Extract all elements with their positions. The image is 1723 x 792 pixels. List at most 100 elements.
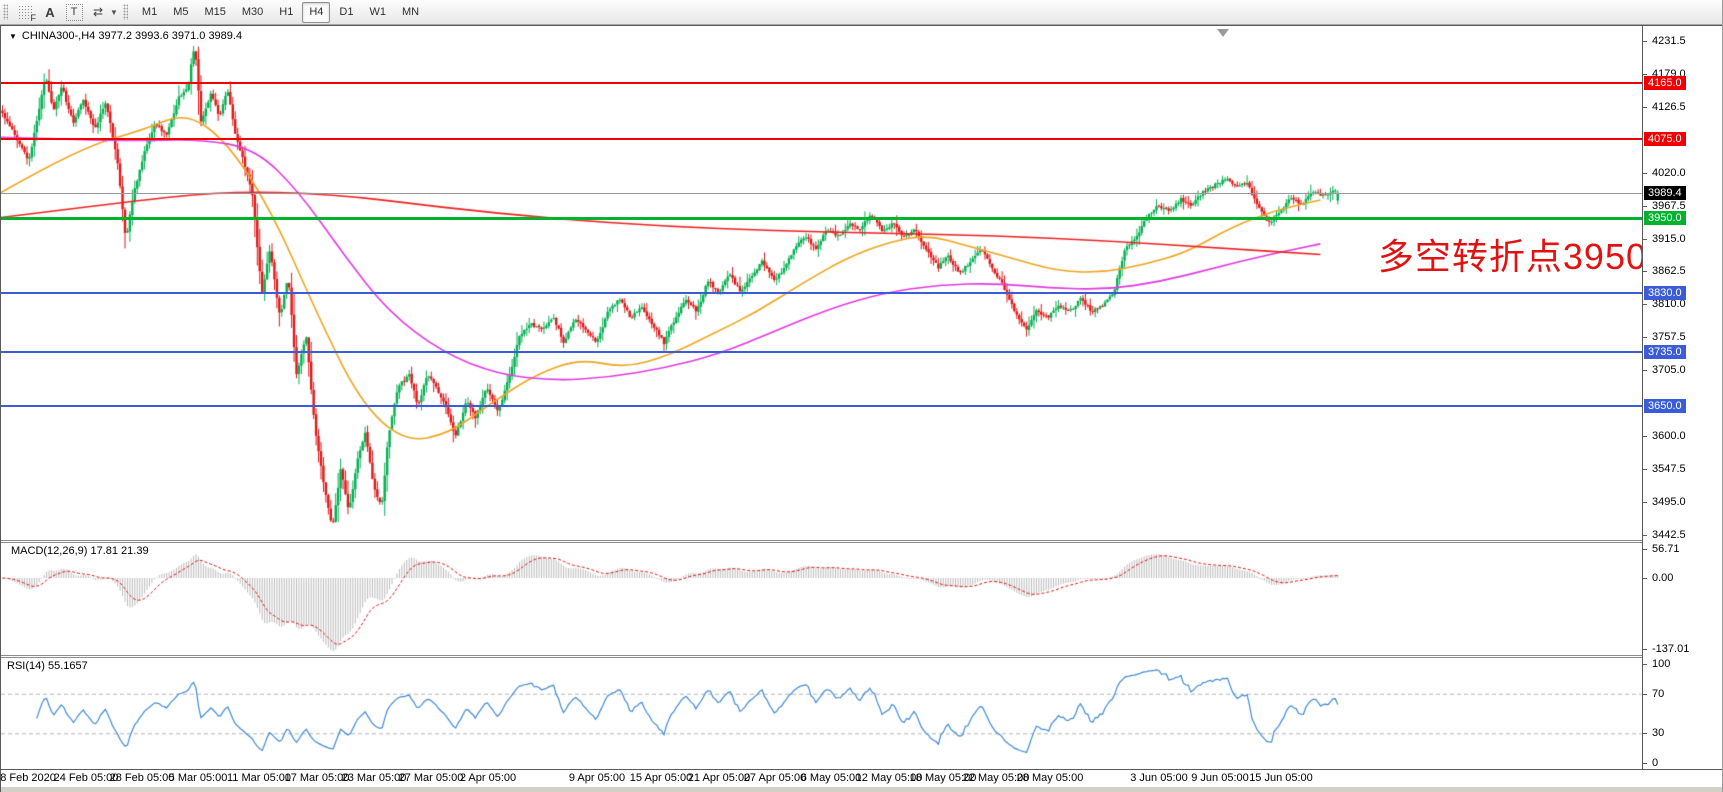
price-axis-tick: 3495.0: [1652, 496, 1686, 508]
date-axis-label: 24 Feb 05:00: [53, 772, 119, 784]
chart-annotation-text[interactable]: 多空转折点3950: [1377, 236, 1647, 277]
price-level-label-4165.0: 4165.0: [1644, 75, 1686, 90]
price-axis-tick: 3862.5: [1652, 265, 1686, 277]
toolbar-grip[interactable]: [3, 4, 8, 20]
date-axis-label: 18 Feb 2020: [0, 772, 56, 784]
macd-axis-label: 56.71: [1652, 543, 1680, 555]
text-label-icon[interactable]: T: [65, 3, 83, 21]
price-axis-tick: 4020.0: [1652, 167, 1686, 179]
chart-title-text: CHINA300-,H4 3977.2 3993.6 3971.0 3989.4: [21, 30, 243, 42]
timeframe-button-M15[interactable]: M15: [204, 6, 226, 18]
grid-f-icon[interactable]: F: [17, 3, 36, 23]
date-axis-label: 17 Mar 05:00: [284, 772, 350, 784]
chart-title: ▼ CHINA300-,H4 3977.2 3993.6 3971.0 3989…: [9, 30, 242, 42]
date-axis-label: 23 Mar 05:00: [341, 772, 407, 784]
dotted-grid-icon: F: [18, 5, 36, 23]
price-level-line-3830.0[interactable]: [1, 291, 1642, 294]
grid-f-label: F: [30, 13, 37, 23]
toolbar-grip-2[interactable]: [122, 4, 128, 20]
price-level-line-4165.0[interactable]: [1, 81, 1642, 84]
date-axis-label: 18 May 05:00: [909, 772, 977, 784]
date-axis-label: 28 Feb 05:00: [109, 772, 175, 784]
chart-dropdown-icon[interactable]: ▼: [9, 31, 17, 41]
rsi-axis-label: 70: [1652, 688, 1665, 700]
rsi-pane-canvas[interactable]: [1, 658, 1642, 769]
time-axis[interactable]: 18 Feb 2020 24 Feb 05:00 28 Feb 05:00 5 Mar…: [0, 770, 1722, 787]
price-tick-mark: [1643, 304, 1647, 305]
date-axis-label: 6 May 05:00: [800, 772, 862, 784]
price-tick-mark: [1643, 337, 1647, 338]
price-axis-tick: 3757.5: [1652, 331, 1686, 343]
price-level-line-3735.0[interactable]: [1, 351, 1642, 354]
top-toolbar: F A T ⇄ ▼ M1 M5 M15 M30 H1 H4 D1 W1 MN: [0, 0, 1722, 25]
macd-pane-canvas[interactable]: [1, 543, 1642, 655]
pane-splitter-macd[interactable]: [1, 540, 1722, 543]
time-axis-line: [1, 769, 1722, 770]
price-tick-mark: [1643, 535, 1647, 536]
price-tick-mark: [1643, 370, 1647, 371]
price-level-line-3950.0[interactable]: [1, 216, 1642, 220]
price-tick-mark: [1643, 271, 1647, 272]
price-level-label-3830.0: 3830.0: [1644, 285, 1686, 300]
price-level-line-4075.0[interactable]: [1, 138, 1642, 141]
price-axis-tick: 3915.0: [1652, 233, 1686, 245]
date-axis-label: 9 Apr 05:00: [568, 772, 626, 784]
macd-axis-label: -137.01: [1652, 643, 1690, 655]
main-chart-canvas[interactable]: [1, 27, 1642, 540]
price-level-line-3989.4[interactable]: [1, 192, 1642, 194]
date-axis-label: 15 Jun 05:00: [1249, 772, 1313, 784]
macd-tick-mark: [1643, 549, 1647, 550]
price-level-line-3650.0[interactable]: [1, 404, 1642, 407]
price-tick-mark: [1643, 41, 1647, 42]
rsi-axis-label: 100: [1652, 658, 1671, 670]
date-axis-label: 15 Apr 05:00: [629, 772, 693, 784]
rsi-axis-label: 30: [1652, 727, 1665, 739]
macd-label: MACD(12,26,9) 17.81 21.39: [11, 545, 149, 557]
pane-splitter-rsi[interactable]: [1, 655, 1722, 658]
date-axis-label: 2 Apr 05:00: [459, 772, 517, 784]
price-tick-mark: [1643, 239, 1647, 240]
price-level-label-4075.0: 4075.0: [1644, 132, 1686, 147]
price-axis-tick: 3442.5: [1652, 529, 1686, 541]
price-tick-mark: [1643, 206, 1647, 207]
price-level-label-3650.0: 3650.0: [1644, 398, 1686, 413]
price-axis-tick: 3705.0: [1652, 364, 1686, 376]
price-tick-mark: [1643, 502, 1647, 503]
timeframe-button-D1[interactable]: D1: [339, 6, 354, 18]
date-axis-label: 21 Apr 05:00: [687, 772, 751, 784]
timeframe-button-MN[interactable]: MN: [401, 6, 420, 18]
timeframe-button-H4[interactable]: H4: [302, 1, 331, 23]
bottom-scroll-strip[interactable]: [1, 787, 1722, 792]
price-tick-mark: [1643, 469, 1647, 470]
date-axis-label: 27 Mar 05:00: [398, 772, 464, 784]
rsi-tick-mark: [1643, 733, 1647, 734]
chevron-down-icon[interactable]: ▼: [110, 7, 118, 17]
arrows-mode-icon[interactable]: ⇄: [92, 5, 104, 19]
text-a-icon[interactable]: A: [45, 4, 55, 20]
t-box-icon: T: [65, 3, 83, 21]
date-axis-label: 27 Apr 05:00: [743, 772, 807, 784]
price-tick-mark: [1643, 436, 1647, 437]
macd-axis-label: 0.00: [1652, 572, 1674, 584]
price-axis[interactable]: 4231.5 4179.0 4126.5 4020.0 3967.5 3915.0 3862…: [1642, 26, 1722, 769]
rsi-tick-mark: [1643, 664, 1647, 665]
timeframe-button-M5[interactable]: M5: [173, 6, 189, 18]
date-axis-label: 3 Jun 05:00: [1130, 772, 1188, 784]
chart-region: ▼ CHINA300-,H4 3977.2 3993.6 3971.0 3989…: [0, 25, 1722, 792]
price-tick-mark: [1643, 74, 1647, 75]
price-axis-tick: 4231.5: [1652, 35, 1686, 47]
timeframe-button-M30[interactable]: M30: [241, 6, 264, 18]
rsi-axis-label: 0: [1652, 757, 1659, 769]
date-axis-label: 11 Mar 05:00: [226, 772, 292, 784]
timeframe-button-M1[interactable]: M1: [141, 6, 158, 18]
price-axis-tick: 3967.5: [1652, 200, 1686, 212]
rsi-tick-mark: [1643, 763, 1647, 764]
timeframe-button-W1[interactable]: W1: [369, 6, 386, 18]
timeframe-bar: M1 M5 M15 M30 H1 H4 D1 W1 MN: [134, 1, 427, 23]
chart-shift-marker-icon[interactable]: [1217, 29, 1229, 37]
macd-tick-mark: [1643, 649, 1647, 650]
macd-tick-mark: [1643, 578, 1647, 579]
timeframe-button-H1[interactable]: H1: [279, 6, 294, 18]
price-axis-tick: 3547.5: [1652, 463, 1686, 475]
